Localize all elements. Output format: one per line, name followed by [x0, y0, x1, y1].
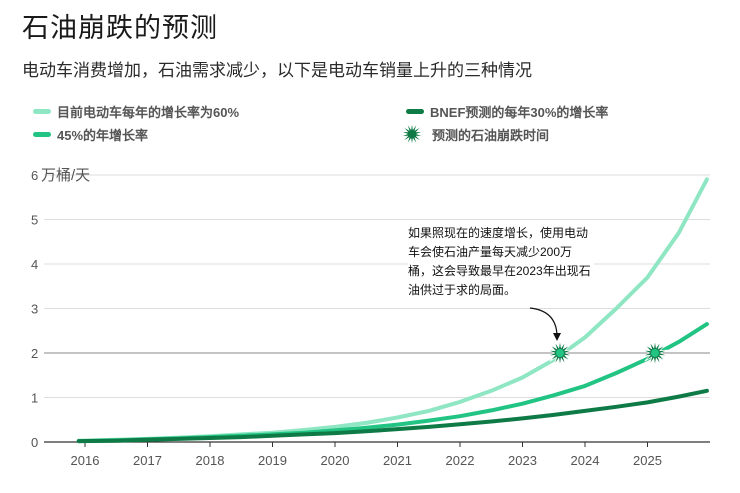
legend-item-crash: 预测的石油崩跌时间 — [400, 122, 549, 146]
y-axis-unit-label: 万桶/天 — [41, 167, 90, 184]
series-layer — [76, 177, 709, 444]
x-tick-label: 2019 — [258, 453, 287, 468]
y-tick-label: 0 — [31, 435, 38, 450]
annotation-pointer-line — [529, 307, 558, 340]
annotation-text: 如果照现在的速度增长，使用电动车会使石油产量每天减少200万桶，这会导致最早在2… — [408, 224, 594, 300]
crash-point-layer — [547, 339, 668, 367]
legend-label-60pct: 目前电动车每年的增长率为60% — [57, 105, 240, 120]
legend-item-bnef: BNEF预测的每年30%的增长率 — [406, 102, 608, 121]
x-tick-label: 2024 — [571, 453, 600, 468]
legend-swatch-bnef — [406, 109, 424, 114]
series-line-2 — [76, 388, 709, 444]
grid-layer — [44, 174, 710, 443]
crash-point-center-1 — [651, 349, 659, 357]
x-tick-label: 2021 — [383, 453, 412, 468]
legend-star-icon — [401, 122, 423, 146]
x-tick-layer: 2016 2017 2018 2019 2020 2021 2022 2023 2024 2025 — [71, 442, 662, 468]
legend-label-crash: 预测的石油崩跌时间 — [432, 127, 550, 143]
x-tick-label: 2016 — [71, 453, 100, 468]
series-line-1 — [76, 322, 709, 444]
x-tick-label: 2020 — [321, 453, 350, 468]
x-tick-label: 2022 — [446, 453, 475, 468]
y-tick-label: 6 — [31, 168, 38, 183]
chart-title: 石油崩跌的预测 — [22, 13, 218, 43]
legend-item-45pct: 45%的年增长率 — [33, 125, 148, 144]
crash-point-center-0 — [556, 349, 564, 357]
legend-item-60pct: 目前电动车每年的增长率为60% — [33, 102, 239, 121]
y-tick-label: 1 — [31, 391, 38, 406]
x-tick-label: 2025 — [633, 453, 662, 468]
y-tick-label: 5 — [31, 213, 38, 228]
annotation-pointer-layer — [529, 307, 561, 341]
y-tick-label: 4 — [31, 257, 38, 272]
legend-swatch-60pct — [33, 109, 51, 114]
legend-label-45pct: 45%的年增长率 — [57, 128, 149, 143]
x-tick-label: 2017 — [133, 453, 162, 468]
y-tick-label: 3 — [31, 302, 38, 317]
annotation-pointer-arrowhead — [553, 333, 561, 341]
legend-swatch-45pct — [33, 132, 51, 137]
chart-subtitle: 电动车消费增加，石油需求减少，以下是电动车销量上升的三种情况 — [22, 61, 532, 80]
legend-label-bnef: BNEF预测的每年30%的增长率 — [430, 105, 609, 120]
y-tick-label: 2 — [31, 346, 38, 361]
x-tick-label: 2023 — [508, 453, 537, 468]
series-line-0 — [76, 177, 709, 443]
y-tick-layer: 0 1 2 3 4 5 6 — [31, 168, 38, 450]
x-tick-label: 2018 — [196, 453, 225, 468]
